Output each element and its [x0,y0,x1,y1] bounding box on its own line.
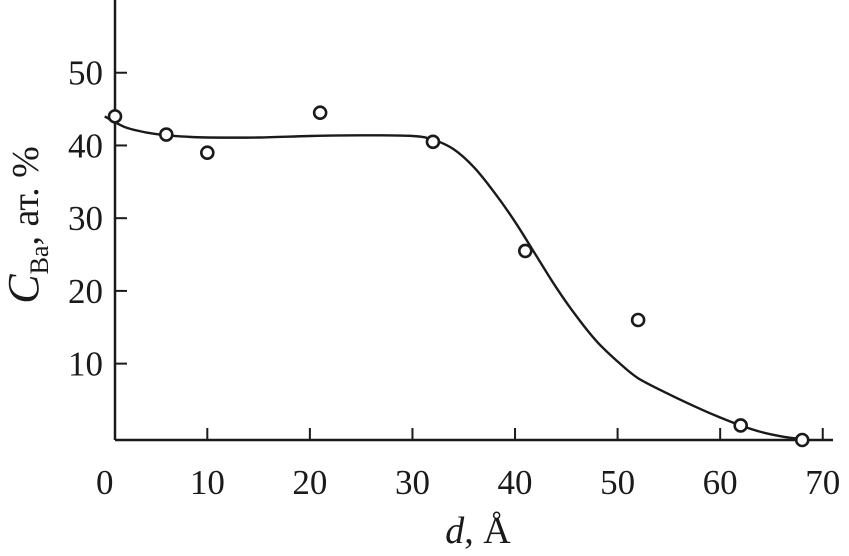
y-tick-label: 20 [68,272,103,311]
x-ticks: 0 10 20 30 40 50 60 70 [96,428,840,502]
x-tick-label: 30 [395,463,430,502]
x-tick-label: 50 [600,463,635,502]
y-ticks: 10 20 30 40 50 [68,54,127,384]
y-axis-label: CBa, ат. % [0,146,54,304]
x-tick-label: 10 [190,463,225,502]
data-point [107,109,123,124]
x-tick-label: 60 [703,463,738,502]
fit-curve [104,115,803,441]
data-points [107,105,810,448]
x-axis-label-italic: d [445,510,465,552]
y-tick-label: 10 [68,345,103,384]
x-tick-label: 0 [96,463,114,502]
data-point [158,127,174,142]
data-point [312,105,328,121]
y-axis-label-rest: , ат. % [5,146,47,245]
plot-area: 10 20 30 40 50 0 10 20 30 40 50 60 70 [68,0,840,502]
y-tick-label: 40 [68,126,103,165]
y-axis-label-italic: C [0,274,48,304]
y-tick-label: 50 [68,54,103,93]
data-point [630,312,646,328]
data-point [425,134,441,150]
data-point [517,243,533,259]
data-point [200,145,215,161]
x-axis-label: d, Å [445,510,511,552]
y-axis-label-sub: Ba [25,245,54,274]
data-point [733,418,748,433]
data-point [794,432,810,448]
y-tick-label: 30 [68,199,103,238]
x-tick-label: 20 [292,463,327,502]
x-tick-label: 40 [498,463,533,502]
x-tick-label: 70 [805,463,840,502]
x-axis-label-rest: , Å [464,510,511,552]
